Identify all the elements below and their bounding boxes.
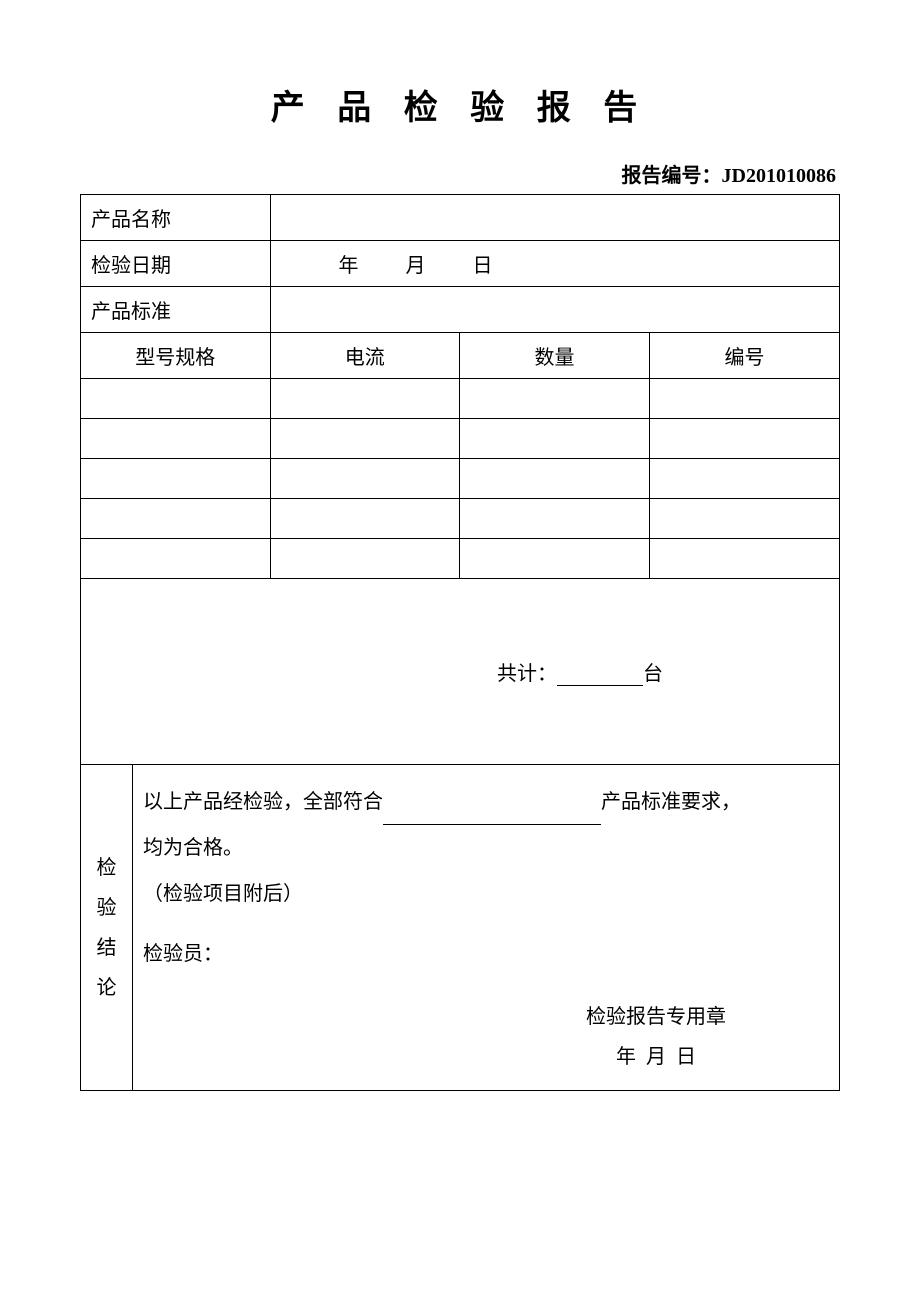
page: 产 品 检 验 报 告 报告编号：JD201010086 产品名称 检验日期 年… (0, 0, 920, 1091)
cell-model (81, 379, 271, 419)
conclusion-line2: 均为合格。 (143, 825, 829, 871)
conclusion-line3: （检验项目附后） (143, 871, 829, 917)
report-number-value: JD201010086 (722, 165, 836, 187)
report-number-label: 报告编号： (622, 165, 722, 187)
date-day-char: 日 (473, 255, 493, 277)
table-row (81, 499, 840, 539)
total-suffix: 台 (643, 663, 663, 685)
cell-quantity (460, 379, 650, 419)
label-inspect-date: 检验日期 (81, 241, 271, 287)
stamp-label: 检验报告专用章 (483, 997, 829, 1037)
inspection-table: 产品名称 检验日期 年 月 日 产品标准 型号规格 电流 数量 编号 (80, 194, 840, 1091)
label-product-name: 产品名称 (81, 195, 271, 241)
row-product-name: 产品名称 (81, 195, 840, 241)
page-title: 产 品 检 验 报 告 (80, 80, 840, 129)
cell-serial (650, 499, 840, 539)
stamp-block: 检验报告专用章 年 月 日 (143, 997, 829, 1077)
conclusion-line1b: 产品标准要求， (601, 791, 741, 813)
cell-serial (650, 379, 840, 419)
conclusion-label-c3: 结 (91, 928, 122, 968)
cell-model (81, 539, 271, 579)
cell-current (270, 419, 459, 459)
table-row (81, 539, 840, 579)
label-product-standard: 产品标准 (81, 287, 271, 333)
conclusion-label-c1: 检 (91, 848, 122, 888)
conclusion-row: 检 验 结 论 以上产品经检验，全部符合 产品标准要求， 均为合格。 （检验项目附… (81, 765, 840, 1091)
column-header-row: 型号规格 电流 数量 编号 (81, 333, 840, 379)
total-underline (557, 666, 643, 686)
spacer (143, 917, 829, 931)
col-current: 电流 (270, 333, 459, 379)
date-year-char: 年 (339, 255, 359, 277)
conclusion-body: 以上产品经检验，全部符合产品标准要求， 均为合格。 （检验项目附后） 检验员： … (133, 765, 840, 1091)
conclusion-underline (383, 805, 601, 825)
table-row (81, 419, 840, 459)
cell-quantity (460, 419, 650, 459)
total-content: 共计： 台 (91, 657, 829, 686)
col-serial: 编号 (650, 333, 840, 379)
table-row (81, 459, 840, 499)
cell-serial (650, 539, 840, 579)
cell-current (270, 539, 459, 579)
value-inspect-date: 年 月 日 (270, 241, 839, 287)
date-month-char: 月 (406, 255, 426, 277)
col-model: 型号规格 (81, 333, 271, 379)
conclusion-label-cell: 检 验 结 论 (81, 765, 133, 1091)
cell-current (270, 499, 459, 539)
total-cell: 共计： 台 (81, 579, 840, 765)
stamp-date: 年 月 日 (483, 1037, 829, 1077)
stamp-year: 年 (616, 1046, 636, 1068)
conclusion-label-c4: 论 (91, 968, 122, 1008)
cell-serial (650, 419, 840, 459)
row-inspect-date: 检验日期 年 月 日 (81, 241, 840, 287)
cell-model (81, 459, 271, 499)
cell-quantity (460, 539, 650, 579)
col-quantity: 数量 (460, 333, 650, 379)
cell-current (270, 459, 459, 499)
cell-quantity (460, 499, 650, 539)
cell-quantity (460, 459, 650, 499)
value-product-standard (270, 287, 839, 333)
stamp-month: 月 (646, 1046, 666, 1068)
inspector-line: 检验员： (143, 931, 829, 977)
row-product-standard: 产品标准 (81, 287, 840, 333)
conclusion-label-c2: 验 (91, 888, 122, 928)
conclusion-line1: 以上产品经检验，全部符合 产品标准要求， (143, 779, 829, 825)
cell-model (81, 419, 271, 459)
cell-current (270, 379, 459, 419)
table-row (81, 379, 840, 419)
total-row: 共计： 台 (81, 579, 840, 765)
cell-serial (650, 459, 840, 499)
stamp-day: 日 (676, 1046, 696, 1068)
value-product-name (270, 195, 839, 241)
report-number: 报告编号：JD201010086 (80, 159, 840, 188)
conclusion-line1a: 以上产品经检验，全部符合 (143, 791, 383, 813)
cell-model (81, 499, 271, 539)
total-prefix: 共计： (497, 663, 557, 685)
